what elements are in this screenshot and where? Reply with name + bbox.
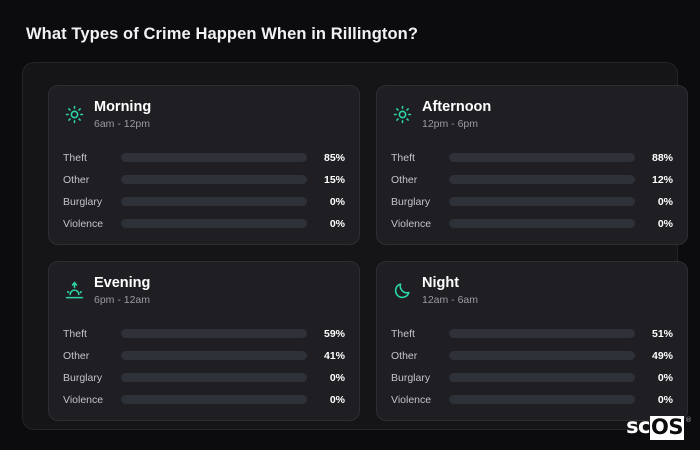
bar-value: 0% — [657, 393, 673, 406]
bar-row: Theft 51% — [391, 323, 673, 345]
bar-track — [449, 351, 635, 361]
bar-list: Theft 85% Other 15% Burglary 0% Violence… — [63, 147, 345, 235]
bar-track — [121, 329, 307, 339]
time-period-card-afternoon: Afternoon 12pm - 6pm Theft 88% Other 12%… — [376, 85, 688, 245]
card-header-text: Evening 6pm - 12am — [94, 275, 150, 306]
bar-row: Burglary 0% — [63, 191, 345, 213]
period-time-range: 6pm - 12am — [94, 293, 151, 306]
bar-track — [449, 329, 635, 339]
bar-label: Theft — [63, 151, 87, 164]
bar-label: Other — [391, 349, 418, 362]
bar-list: Theft 51% Other 49% Burglary 0% Violence… — [391, 323, 673, 411]
bar-value: 0% — [329, 217, 345, 230]
bar-label: Other — [63, 349, 90, 362]
moon-icon — [391, 279, 413, 301]
bar-track — [121, 395, 307, 405]
bar-label: Burglary — [391, 195, 431, 208]
bar-track — [449, 175, 635, 185]
bar-label: Violence — [63, 217, 104, 230]
bar-label: Burglary — [63, 195, 103, 208]
bar-label: Violence — [63, 393, 104, 406]
bar-list: Theft 88% Other 12% Burglary 0% Violence… — [391, 147, 673, 235]
bar-label: Other — [391, 173, 418, 186]
period-name: Evening — [94, 275, 151, 291]
bar-list: Theft 59% Other 41% Burglary 0% Violence… — [63, 323, 345, 411]
registered-trademark-icon: ® — [685, 416, 692, 424]
bar-track — [121, 373, 307, 383]
bar-value: 88% — [651, 151, 673, 164]
bar-track — [449, 373, 635, 383]
card-header: Night 12am - 6am — [391, 275, 673, 306]
period-name: Afternoon — [422, 99, 492, 115]
card-header-text: Morning 6am - 12pm — [94, 99, 151, 130]
bar-label: Violence — [391, 217, 432, 230]
period-name: Night — [422, 275, 460, 291]
scos-logo: sc OS ® — [626, 416, 692, 440]
bar-label: Theft — [63, 327, 87, 340]
bar-row: Theft 59% — [63, 323, 345, 345]
period-time-range: 12pm - 6pm — [422, 117, 479, 130]
bar-track — [121, 219, 307, 229]
bar-value: 0% — [657, 371, 673, 384]
bar-row: Violence 0% — [63, 389, 345, 411]
bar-row: Burglary 0% — [391, 191, 673, 213]
bar-label: Theft — [391, 327, 415, 340]
bar-track — [121, 197, 307, 207]
bar-value: 41% — [323, 349, 345, 362]
bar-value: 0% — [329, 371, 345, 384]
bar-label: Burglary — [391, 371, 431, 384]
card-header-text: Afternoon 12pm - 6pm — [422, 99, 491, 130]
bar-row: Violence 0% — [391, 389, 673, 411]
bar-row: Other 15% — [63, 169, 345, 191]
bar-row: Burglary 0% — [391, 367, 673, 389]
page-title: What Types of Crime Happen When in Rilli… — [26, 25, 419, 43]
time-period-card-morning: Morning 6am - 12pm Theft 85% Other 15% B… — [48, 85, 360, 245]
bar-value: 0% — [329, 393, 345, 406]
bar-value: 0% — [329, 195, 345, 208]
bar-track — [121, 153, 307, 163]
bar-row: Violence 0% — [391, 213, 673, 235]
bar-row: Theft 88% — [391, 147, 673, 169]
logo-text-os: OS — [650, 415, 684, 440]
bar-value: 85% — [323, 151, 345, 164]
bar-value: 51% — [651, 327, 673, 340]
time-period-card-evening: Evening 6pm - 12am Theft 59% Other 41% B… — [48, 261, 360, 421]
sun-icon — [63, 103, 85, 125]
bar-track — [121, 175, 307, 185]
card-header: Evening 6pm - 12am — [63, 275, 345, 306]
bar-row: Theft 85% — [63, 147, 345, 169]
bar-value: 0% — [657, 217, 673, 230]
logo-text-sc: sc — [626, 414, 651, 438]
bar-track — [449, 395, 635, 405]
bar-label: Other — [63, 173, 90, 186]
bar-track — [449, 219, 635, 229]
card-header-text: Night 12am - 6am — [422, 275, 478, 306]
bar-value: 49% — [651, 349, 673, 362]
bar-value: 0% — [657, 195, 673, 208]
bar-label: Theft — [391, 151, 415, 164]
period-time-range: 6am - 12pm — [94, 117, 151, 130]
bar-label: Violence — [391, 393, 432, 406]
sunrise-icon — [63, 279, 85, 301]
bar-value: 12% — [651, 173, 673, 186]
bar-row: Other 41% — [63, 345, 345, 367]
bar-track — [449, 197, 635, 207]
bar-value: 59% — [323, 327, 345, 340]
period-name: Morning — [94, 99, 152, 115]
bar-label: Burglary — [63, 371, 103, 384]
card-header: Morning 6am - 12pm — [63, 99, 345, 130]
time-period-card-night: Night 12am - 6am Theft 51% Other 49% Bur… — [376, 261, 688, 421]
card-header: Afternoon 12pm - 6pm — [391, 99, 673, 130]
bar-track — [449, 153, 635, 163]
bar-row: Violence 0% — [63, 213, 345, 235]
period-time-range: 12am - 6am — [422, 293, 479, 306]
bar-row: Other 12% — [391, 169, 673, 191]
bar-row: Other 49% — [391, 345, 673, 367]
bar-track — [121, 351, 307, 361]
sun-icon — [391, 103, 413, 125]
bar-row: Burglary 0% — [63, 367, 345, 389]
bar-value: 15% — [323, 173, 345, 186]
time-period-card-grid: Morning 6am - 12pm Theft 85% Other 15% B… — [48, 85, 688, 421]
